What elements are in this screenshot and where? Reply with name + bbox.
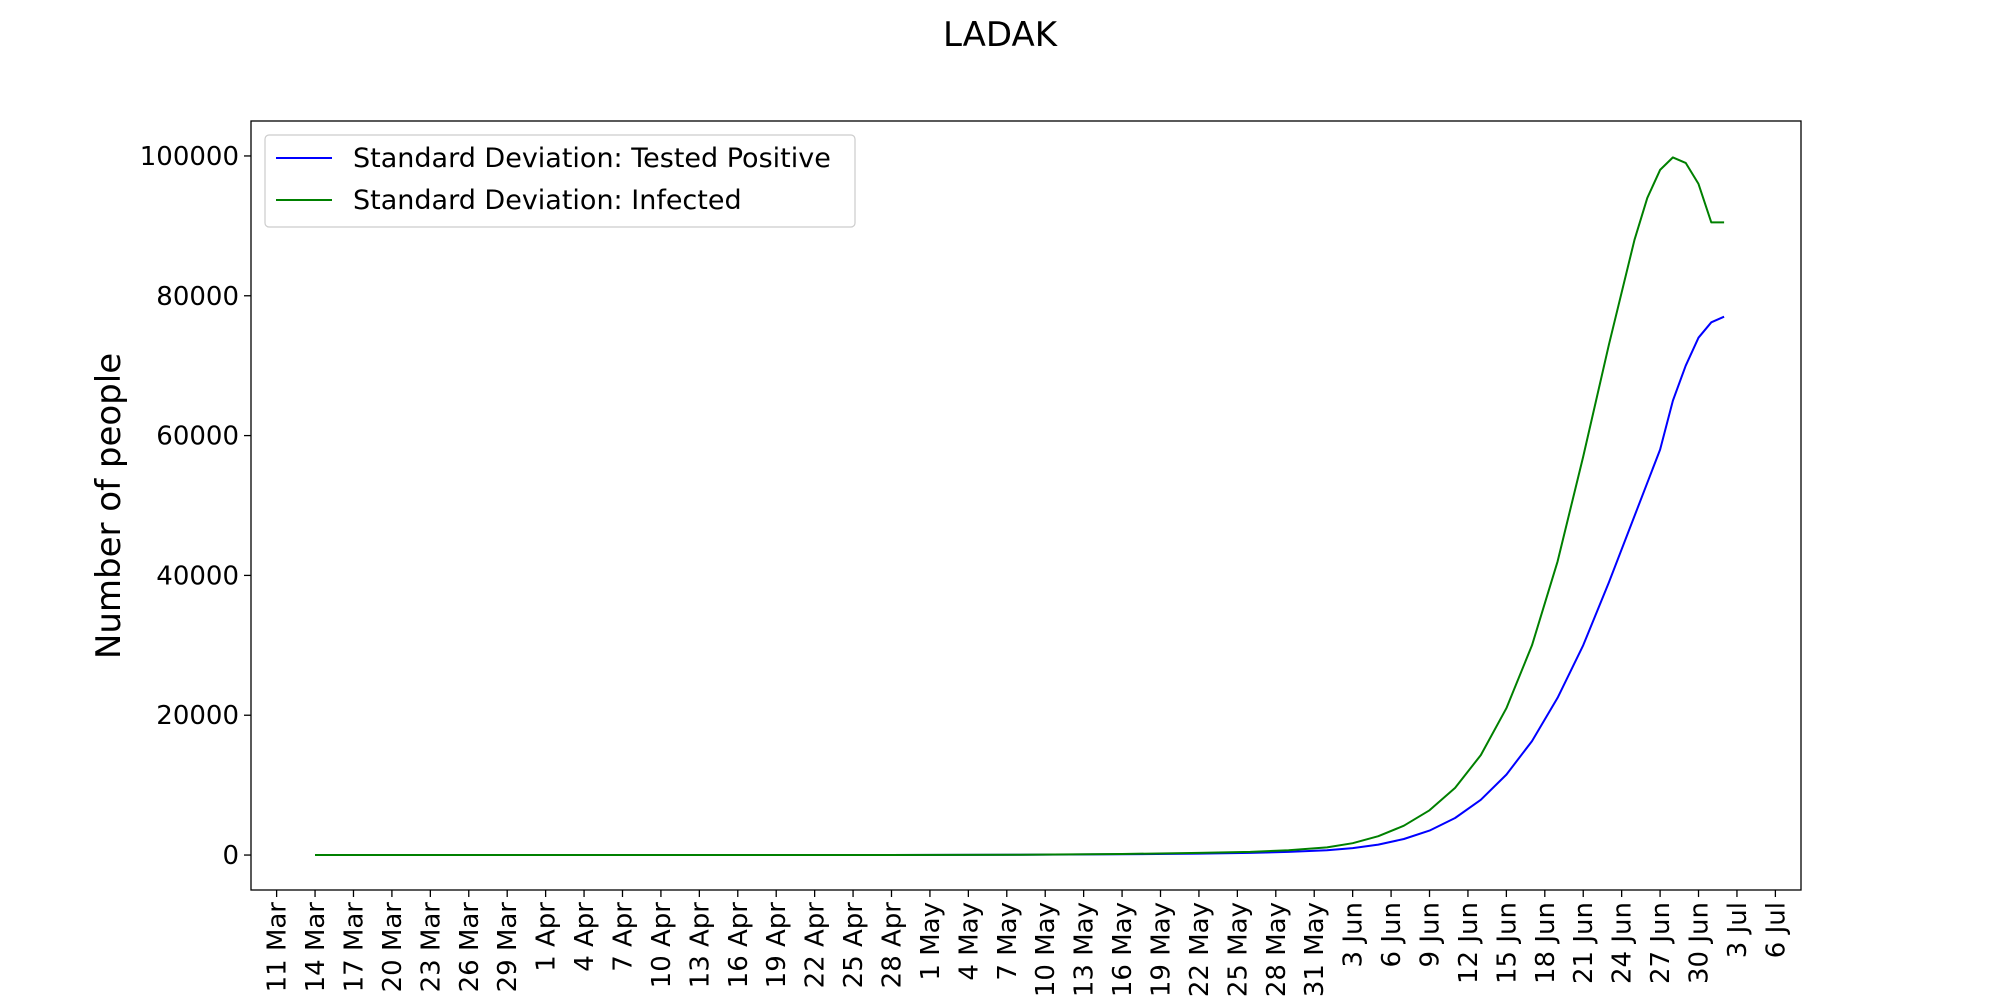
x-tick-label: 25 Apr <box>839 902 869 989</box>
x-tick-label: 10 May <box>1031 902 1061 997</box>
x-tick-label: 20 Mar <box>378 902 408 993</box>
x-tick-label: 29 Mar <box>493 902 523 993</box>
y-axis-label: Number of people <box>89 353 129 659</box>
y-tick-label: 40000 <box>156 561 239 591</box>
x-tick-label: 9 Jun <box>1416 902 1446 967</box>
x-tick-label: 12 Jun <box>1454 902 1484 984</box>
series-line-infected <box>315 156 1725 856</box>
x-tick-label: 24 Jun <box>1608 902 1638 984</box>
legend: Standard Deviation: Tested Positive Stand… <box>264 134 856 228</box>
x-tick-label: 28 May <box>1262 902 1292 997</box>
y-tick-label: 80000 <box>156 282 239 312</box>
x-tick-label: 4 May <box>954 902 984 981</box>
x-tick-label: 28 Apr <box>877 902 907 989</box>
x-tick-label: 7 May <box>993 902 1023 981</box>
x-tick-label: 18 Jun <box>1531 902 1561 984</box>
y-axis: 0 20000 40000 60000 80000 100000 <box>140 142 251 871</box>
x-tick-label: 25 May <box>1223 902 1253 997</box>
x-tick-label: 13 Apr <box>685 902 715 989</box>
series-line-tested-positive <box>315 315 1725 856</box>
x-axis: 11 Mar 14 Mar 17 Mar 20 Mar 23 Mar 26 Mar 29 M… <box>263 890 1791 997</box>
x-tick-label: 1 Apr <box>532 902 562 972</box>
x-tick-label: 14 Mar <box>301 902 331 993</box>
y-tick-label: 60000 <box>156 422 239 452</box>
x-tick-label: 22 Apr <box>801 902 831 989</box>
x-tick-label: 19 Apr <box>762 902 792 989</box>
x-tick-label: 31 May <box>1300 902 1330 997</box>
chart-title: LADAK <box>943 15 1059 55</box>
plot-frame <box>250 120 1802 891</box>
x-tick-label: 6 Jun <box>1377 902 1407 967</box>
legend-entry-label: Standard Deviation: Tested Positive <box>353 143 831 174</box>
x-tick-label: 4 Apr <box>570 902 600 972</box>
x-tick-label: 26 Mar <box>455 902 485 993</box>
x-tick-label: 7 Apr <box>608 902 638 972</box>
x-tick-label: 22 May <box>1185 902 1215 997</box>
x-tick-label: 21 Jun <box>1569 902 1599 984</box>
x-tick-label: 27 Jun <box>1646 902 1676 984</box>
legend-box <box>264 134 856 228</box>
x-tick-label: 16 May <box>1108 902 1138 997</box>
legend-entry-label: Standard Deviation: Infected <box>353 185 742 216</box>
y-tick-label: 0 <box>222 841 239 871</box>
x-tick-label: 1 May <box>916 902 946 981</box>
x-tick-label: 11 Mar <box>263 902 293 993</box>
x-tick-label: 3 Jul <box>1723 902 1753 958</box>
x-tick-label: 10 Apr <box>647 902 677 989</box>
x-tick-label: 6 Jul <box>1761 902 1791 958</box>
plot-area <box>315 156 1725 856</box>
x-tick-label: 3 Jun <box>1339 902 1369 967</box>
x-tick-label: 16 Apr <box>724 902 754 989</box>
x-tick-label: 30 Jun <box>1685 902 1715 984</box>
x-tick-label: 19 May <box>1147 902 1177 997</box>
y-tick-label: 20000 <box>156 701 239 731</box>
x-tick-label: 17 Mar <box>339 902 369 993</box>
x-tick-label: 15 Jun <box>1492 902 1522 984</box>
x-tick-label: 23 Mar <box>416 902 446 993</box>
y-tick-label: 100000 <box>140 142 239 172</box>
x-tick-label: 13 May <box>1070 902 1100 997</box>
